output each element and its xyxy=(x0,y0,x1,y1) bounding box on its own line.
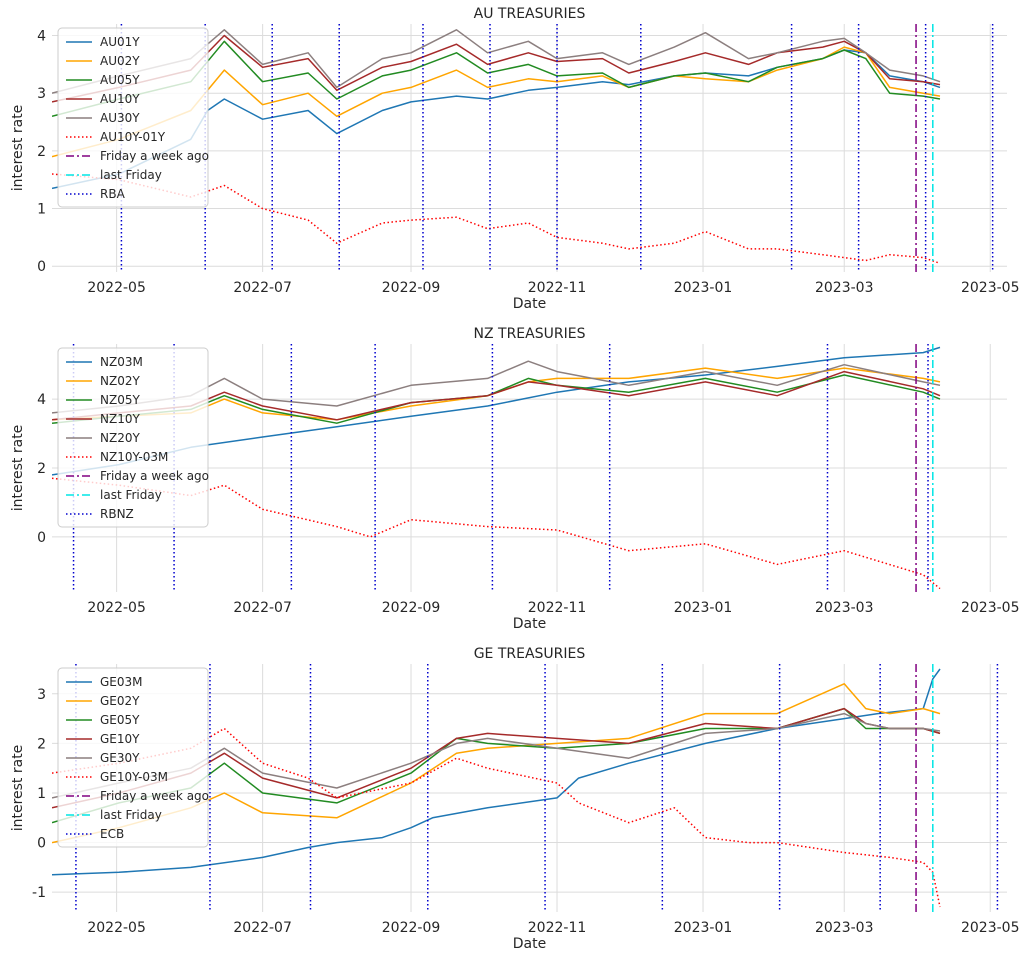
x-axis-label: Date xyxy=(513,616,546,632)
x-tick-label: 2022-07 xyxy=(233,280,292,296)
x-tick-label: 2022-11 xyxy=(528,920,587,936)
legend-label: GE02Y xyxy=(100,694,140,708)
legend-label: GE03M xyxy=(100,675,143,689)
x-tick-label: 2022-09 xyxy=(382,920,441,936)
plot-area xyxy=(52,664,1007,912)
chart-title: AU TREASURIES xyxy=(474,6,586,22)
series-line-au02y xyxy=(52,46,941,158)
legend-label: AU02Y xyxy=(100,54,140,68)
legend-label: RBA xyxy=(100,187,126,201)
x-tick-label: 2023-05 xyxy=(961,280,1020,296)
legend-box xyxy=(57,347,209,528)
series-line-au10y-01y xyxy=(52,173,941,265)
x-tick-label: 2022-05 xyxy=(87,280,146,296)
x-tick-label: 2023-01 xyxy=(674,280,733,296)
y-tick-label: 3 xyxy=(37,687,46,703)
x-tick-label: 2022-05 xyxy=(87,920,146,936)
y-tick-label: 1 xyxy=(37,786,46,802)
chart-panel-3: -1 0 1 2 3 2022-05 2022-07 2022-09 2022-11 2023-0… xyxy=(10,646,1019,952)
x-tick-label: 2022-05 xyxy=(87,600,146,616)
legend-box xyxy=(57,27,209,208)
series-line-ge05y xyxy=(52,707,941,824)
x-tick-label: 2022-09 xyxy=(382,600,441,616)
y-tick-label: 4 xyxy=(37,29,46,45)
legend-label: GE05Y xyxy=(100,713,140,727)
x-tick-label: 2023-03 xyxy=(815,600,874,616)
y-tick-label: 2 xyxy=(37,461,46,477)
legend-label: GE10Y xyxy=(100,732,140,746)
series-line-ge03m xyxy=(52,668,941,876)
series-line-ge10y-03m xyxy=(52,727,941,908)
legend-label: ECB xyxy=(100,827,124,841)
x-tick-label: 2022-07 xyxy=(233,920,292,936)
legend-label: AU30Y xyxy=(100,111,140,125)
x-tick-label: 2022-11 xyxy=(528,280,587,296)
legend-label: last Friday xyxy=(100,168,162,182)
series-line-au30y xyxy=(52,29,941,94)
legend-label: RBNZ xyxy=(100,507,134,521)
y-tick-label: 0 xyxy=(37,836,46,852)
data-layer xyxy=(52,664,999,912)
legend-label: last Friday xyxy=(100,488,162,502)
legend-label: AU05Y xyxy=(100,73,140,87)
series-line-ge30y xyxy=(52,712,941,799)
legend: GE03M GE02Y GE05Y GE10Y GE30Y GE10Y-03M Friday… xyxy=(57,667,209,848)
legend-label: Friday a week ago xyxy=(100,149,209,163)
x-tick-label: 2022-07 xyxy=(233,600,292,616)
legend-label: AU01Y xyxy=(100,35,140,49)
x-tick-label: 2022-11 xyxy=(528,600,587,616)
y-tick-label: 0 xyxy=(37,530,46,546)
chart-title: GE TREASURIES xyxy=(474,646,586,662)
legend-label: GE30Y xyxy=(100,751,140,765)
y-tick-label: 1 xyxy=(37,202,46,218)
x-tick-label: 2023-05 xyxy=(961,600,1020,616)
y-tick-label: 0 xyxy=(37,259,46,275)
y-tick-label: 2 xyxy=(37,736,46,752)
legend-label: NZ20Y xyxy=(100,431,140,445)
series-line-au05y xyxy=(52,40,941,118)
x-axis-label: Date xyxy=(513,296,546,312)
y-axis-label: interest rate xyxy=(10,745,26,832)
x-tick-label: 2023-01 xyxy=(674,600,733,616)
data-layer xyxy=(52,24,994,272)
legend-label: NZ10Y xyxy=(100,412,140,426)
legend-label: NZ10Y-03M xyxy=(100,450,168,464)
legend-label: Friday a week ago xyxy=(100,469,209,483)
y-tick-label: 3 xyxy=(37,86,46,102)
x-tick-label: 2022-09 xyxy=(382,280,441,296)
y-tick-label: 2 xyxy=(37,144,46,160)
chart-panel-1: 0 1 2 3 4 2022-05 2022-07 2022-09 2022-11 2023-01… xyxy=(10,6,1019,312)
legend-label: AU10Y-01Y xyxy=(100,130,166,144)
legend: NZ03M NZ02Y NZ05Y NZ10Y NZ20Y NZ10Y-03M Friday… xyxy=(57,347,209,528)
x-tick-label: 2023-03 xyxy=(815,280,874,296)
legend-label: NZ02Y xyxy=(100,374,140,388)
y-tick-label: -1 xyxy=(32,885,46,901)
legend-label: NZ03M xyxy=(100,355,143,369)
legend-label: last Friday xyxy=(100,808,162,822)
y-axis-label: interest rate xyxy=(10,425,26,512)
x-tick-label: 2023-03 xyxy=(815,920,874,936)
legend-label: GE10Y-03M xyxy=(100,770,168,784)
legend-label: Friday a week ago xyxy=(100,789,209,803)
y-axis-label: interest rate xyxy=(10,105,26,192)
legend-label: NZ05Y xyxy=(100,393,140,407)
x-axis-label: Date xyxy=(513,936,546,952)
legend-box xyxy=(57,667,209,848)
legend-label: AU10Y xyxy=(100,92,140,106)
chart-panel-2: 0 2 4 2022-05 2022-07 2022-09 2022-11 2023-01 20… xyxy=(10,326,1019,632)
legend: AU01Y AU02Y AU05Y AU10Y AU30Y AU10Y-01Y Friday… xyxy=(57,27,209,208)
x-tick-label: 2023-01 xyxy=(674,920,733,936)
chart-title: NZ TREASURIES xyxy=(474,326,586,342)
y-tick-label: 4 xyxy=(37,392,46,408)
x-tick-label: 2023-05 xyxy=(961,920,1020,936)
